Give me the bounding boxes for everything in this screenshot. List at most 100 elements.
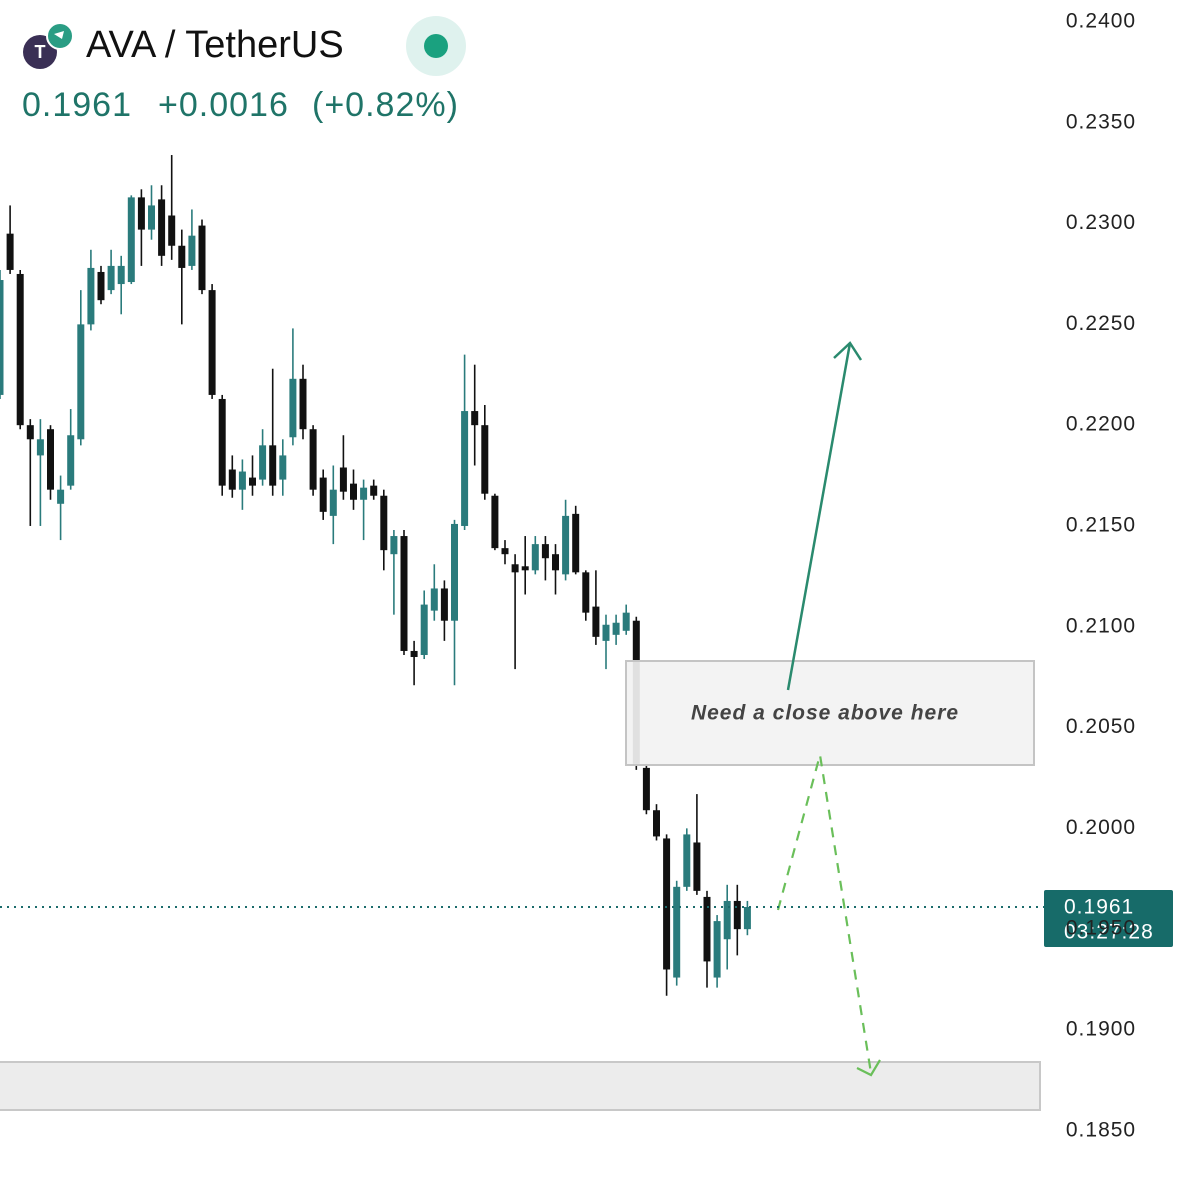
candle-body — [208, 290, 216, 395]
candle-body — [733, 900, 741, 930]
y-tick-label: 0.2200 — [1066, 413, 1136, 436]
candle-body — [329, 489, 337, 516]
annotation: Need a close above here — [691, 702, 959, 725]
candle-body — [360, 487, 368, 500]
candle-body — [653, 810, 660, 837]
y-tick-label: 0.1900 — [1066, 1018, 1136, 1041]
candle-body — [562, 515, 570, 575]
candle-body — [481, 425, 489, 494]
bullish-arrow — [786, 341, 863, 691]
candle-body — [259, 445, 267, 480]
candle-body — [673, 886, 681, 978]
candle-body — [0, 280, 4, 395]
candle-body — [592, 606, 600, 637]
y-tick-label: 0.2050 — [1066, 715, 1136, 738]
candle-body — [622, 612, 630, 631]
candle-body — [723, 900, 731, 940]
candle-body — [461, 411, 469, 526]
candle-body — [269, 445, 277, 486]
candle-body — [612, 622, 620, 635]
candle-body — [198, 225, 206, 291]
price-badge — [1044, 889, 1173, 947]
candle-body — [158, 199, 166, 256]
candle-body — [97, 271, 105, 301]
y-tick-label: 0.2400 — [1066, 10, 1136, 33]
candle-body — [6, 233, 14, 270]
candle-body — [400, 536, 408, 651]
candle-body — [703, 896, 711, 962]
candle-body — [541, 544, 549, 559]
symbol-title: AVA / TetherUS — [86, 24, 344, 66]
candle-body — [319, 477, 327, 512]
candle-body — [228, 469, 236, 490]
candle-body — [370, 485, 378, 496]
candles — [0, 155, 751, 996]
candle-body — [693, 842, 701, 891]
candle-body — [188, 235, 196, 266]
candle-body — [552, 554, 559, 571]
y-tick-label: 0.1850 — [1066, 1118, 1136, 1141]
candle-body — [663, 838, 671, 970]
candle-body — [339, 467, 347, 492]
symbol-logo: T — [23, 22, 74, 69]
price-badge-value: 0.1961 — [1064, 896, 1134, 919]
candle-body — [430, 588, 438, 611]
candle-body — [642, 767, 650, 811]
candle-body — [451, 523, 458, 621]
candle-body — [420, 604, 428, 655]
price-badge-countdown: 03:27:28 — [1064, 921, 1154, 944]
candle-body — [521, 566, 529, 571]
y-tick-label: 0.2350 — [1066, 110, 1136, 133]
candle-body — [350, 483, 357, 500]
candle-body — [168, 215, 176, 246]
candle-body — [36, 439, 44, 456]
candle-body — [572, 513, 580, 573]
y-tick-label: 0.2300 — [1066, 211, 1136, 234]
candle-body — [107, 265, 115, 291]
candle-body — [511, 564, 519, 573]
candle-body — [289, 378, 297, 438]
candle-body — [77, 324, 85, 440]
candle-body — [380, 495, 388, 551]
candle-body — [47, 429, 54, 490]
candle-body — [67, 435, 75, 486]
header-change: +0.0016 — [158, 86, 289, 124]
candle-body — [279, 455, 287, 480]
resistance-zone — [625, 660, 1035, 766]
candle-body — [127, 197, 135, 283]
candle-body — [148, 205, 155, 230]
candle-body — [713, 921, 721, 978]
header-price: 0.1961 — [22, 86, 132, 124]
y-tick-label: 0.2150 — [1066, 514, 1136, 537]
candle-body — [87, 267, 95, 325]
candle-body — [117, 265, 125, 285]
candle-body — [602, 624, 610, 641]
candle-body — [501, 548, 509, 555]
candle-body — [137, 197, 145, 230]
candle-body — [440, 588, 448, 621]
candle-body — [249, 477, 256, 486]
candle-body — [57, 489, 65, 504]
candle-body — [471, 411, 479, 426]
candle-body — [410, 650, 418, 658]
candle-body — [491, 495, 499, 549]
candle-body — [16, 273, 24, 426]
candle-body — [390, 536, 398, 555]
candle-body — [309, 429, 317, 490]
candle-body — [218, 398, 226, 486]
y-tick-label: 0.2250 — [1066, 312, 1136, 335]
svg-text:T: T — [35, 42, 46, 62]
candle-body — [238, 471, 246, 490]
candle-body — [531, 544, 539, 571]
candle-body — [26, 425, 34, 440]
status-indicator — [424, 34, 448, 58]
support-zone — [0, 1061, 1041, 1111]
y-tick-label: 0.2000 — [1066, 816, 1136, 839]
candle-body — [178, 245, 186, 268]
candle-body — [582, 572, 590, 613]
y-tick-label: 0.2100 — [1066, 614, 1136, 637]
bearish-arrow — [776, 754, 881, 1077]
header-change-percent: (+0.82%) — [312, 86, 459, 124]
